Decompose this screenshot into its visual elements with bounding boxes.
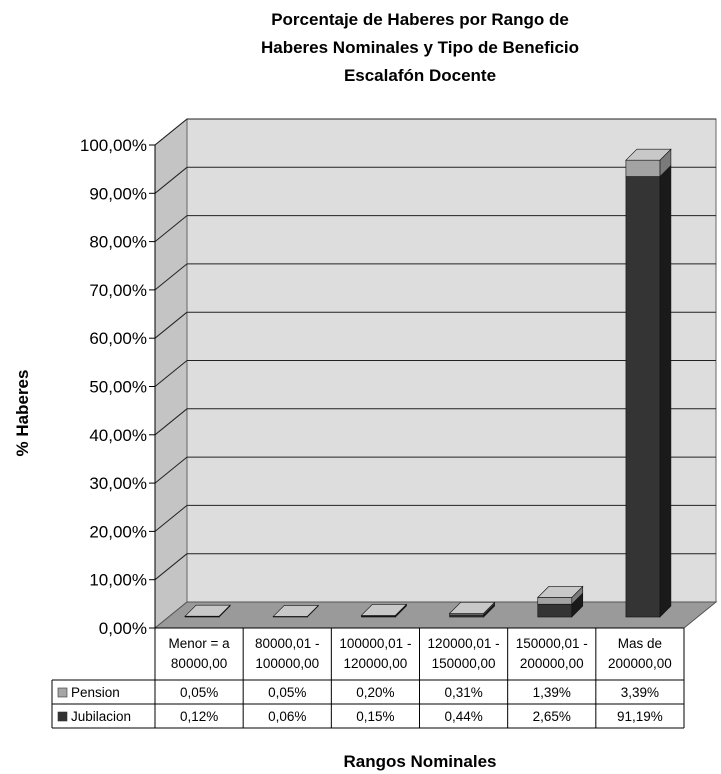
gridline-side — [154, 166, 188, 194]
gridline-side — [154, 118, 188, 146]
y-tick-label: 90,00% — [89, 184, 147, 203]
x-category-label: 100000,01 - — [339, 636, 411, 651]
y-tick-label: 70,00% — [89, 281, 147, 300]
data-value-label: 2,65% — [533, 709, 571, 724]
y-tick-label: 100,00% — [80, 136, 147, 155]
legend-label: Jubilacion — [71, 709, 131, 724]
bar — [625, 176, 661, 618]
bar-top — [625, 148, 672, 161]
bar-top — [448, 602, 496, 614]
data-value-label: 0,06% — [268, 709, 306, 724]
x-category-label: 120000,01 - — [428, 636, 500, 651]
x-axis-label: Rangos Nominales — [343, 752, 496, 771]
gridline-side — [154, 408, 188, 436]
x-category-label: 120000,00 — [344, 656, 408, 671]
y-tick-label: 30,00% — [89, 474, 147, 493]
gridline-side — [154, 311, 188, 339]
y-axis-label: % Haberes — [13, 370, 32, 457]
gridline-side — [154, 456, 188, 484]
bar-top — [184, 604, 231, 617]
data-value-label: 0,20% — [356, 685, 394, 700]
data-value-label: 3,39% — [621, 685, 659, 700]
bar — [625, 159, 661, 177]
bar-top — [360, 604, 408, 616]
data-value-label: 0,12% — [180, 709, 218, 724]
chart-title-line-1: Porcentaje de Haberes por Rango de — [271, 10, 569, 29]
x-category-label: Mas de — [618, 636, 662, 651]
bar-side — [659, 164, 672, 618]
x-category-label: 80000,00 — [171, 656, 227, 671]
data-value-label: 0,15% — [356, 709, 394, 724]
bar-top — [272, 605, 319, 617]
y-tick-label: 60,00% — [89, 329, 147, 348]
bar — [537, 597, 573, 605]
x-category-label: Menor = a — [168, 636, 230, 651]
bar — [449, 614, 484, 618]
y-tick-label: 80,00% — [89, 233, 147, 252]
gridline-side — [154, 215, 188, 242]
data-value-label: 0,05% — [268, 685, 306, 700]
y-tick-label: 50,00% — [89, 378, 147, 397]
data-value-label: 0,44% — [444, 709, 482, 724]
data-value-label: 0,31% — [444, 685, 482, 700]
plot-area: 0,00% 10,00% 20,00% 30,00% 40,00% 50,00% 60,00… — [51, 117, 718, 729]
chart-title-line-3: Escalafón Docente — [344, 66, 496, 85]
bar — [537, 603, 573, 618]
legend-swatch — [57, 687, 68, 698]
x-category-label: 150000,01 - — [516, 636, 588, 651]
data-value-label: 91,19% — [617, 709, 663, 724]
x-category-label: 100000,00 — [255, 656, 319, 671]
x-category-label: 200000,00 — [608, 656, 672, 671]
data-value-label: 1,39% — [533, 685, 571, 700]
gridline-side — [154, 553, 188, 581]
legend-swatch — [57, 711, 68, 722]
y-tick-label: 40,00% — [89, 426, 147, 445]
y-tick-label: 0,00% — [99, 619, 147, 638]
y-tick-label: 20,00% — [89, 522, 147, 541]
chart-title: Porcentaje de Haberes por Rango de Haber… — [261, 10, 579, 85]
data-value-label: 0,05% — [180, 685, 218, 700]
bar-top — [537, 586, 584, 598]
gridline-side — [154, 263, 188, 291]
x-category-label: 80000,01 - — [255, 636, 320, 651]
gridline-side — [154, 505, 188, 532]
legend-label: Pension — [71, 685, 120, 700]
gridline-side — [154, 360, 188, 387]
y-tick-label: 10,00% — [89, 571, 147, 590]
x-category-label: 200000,00 — [520, 656, 584, 671]
x-category-label: 150000,00 — [432, 656, 496, 671]
chart-title-line-2: Haberes Nominales y Tipo de Beneficio — [261, 38, 579, 57]
